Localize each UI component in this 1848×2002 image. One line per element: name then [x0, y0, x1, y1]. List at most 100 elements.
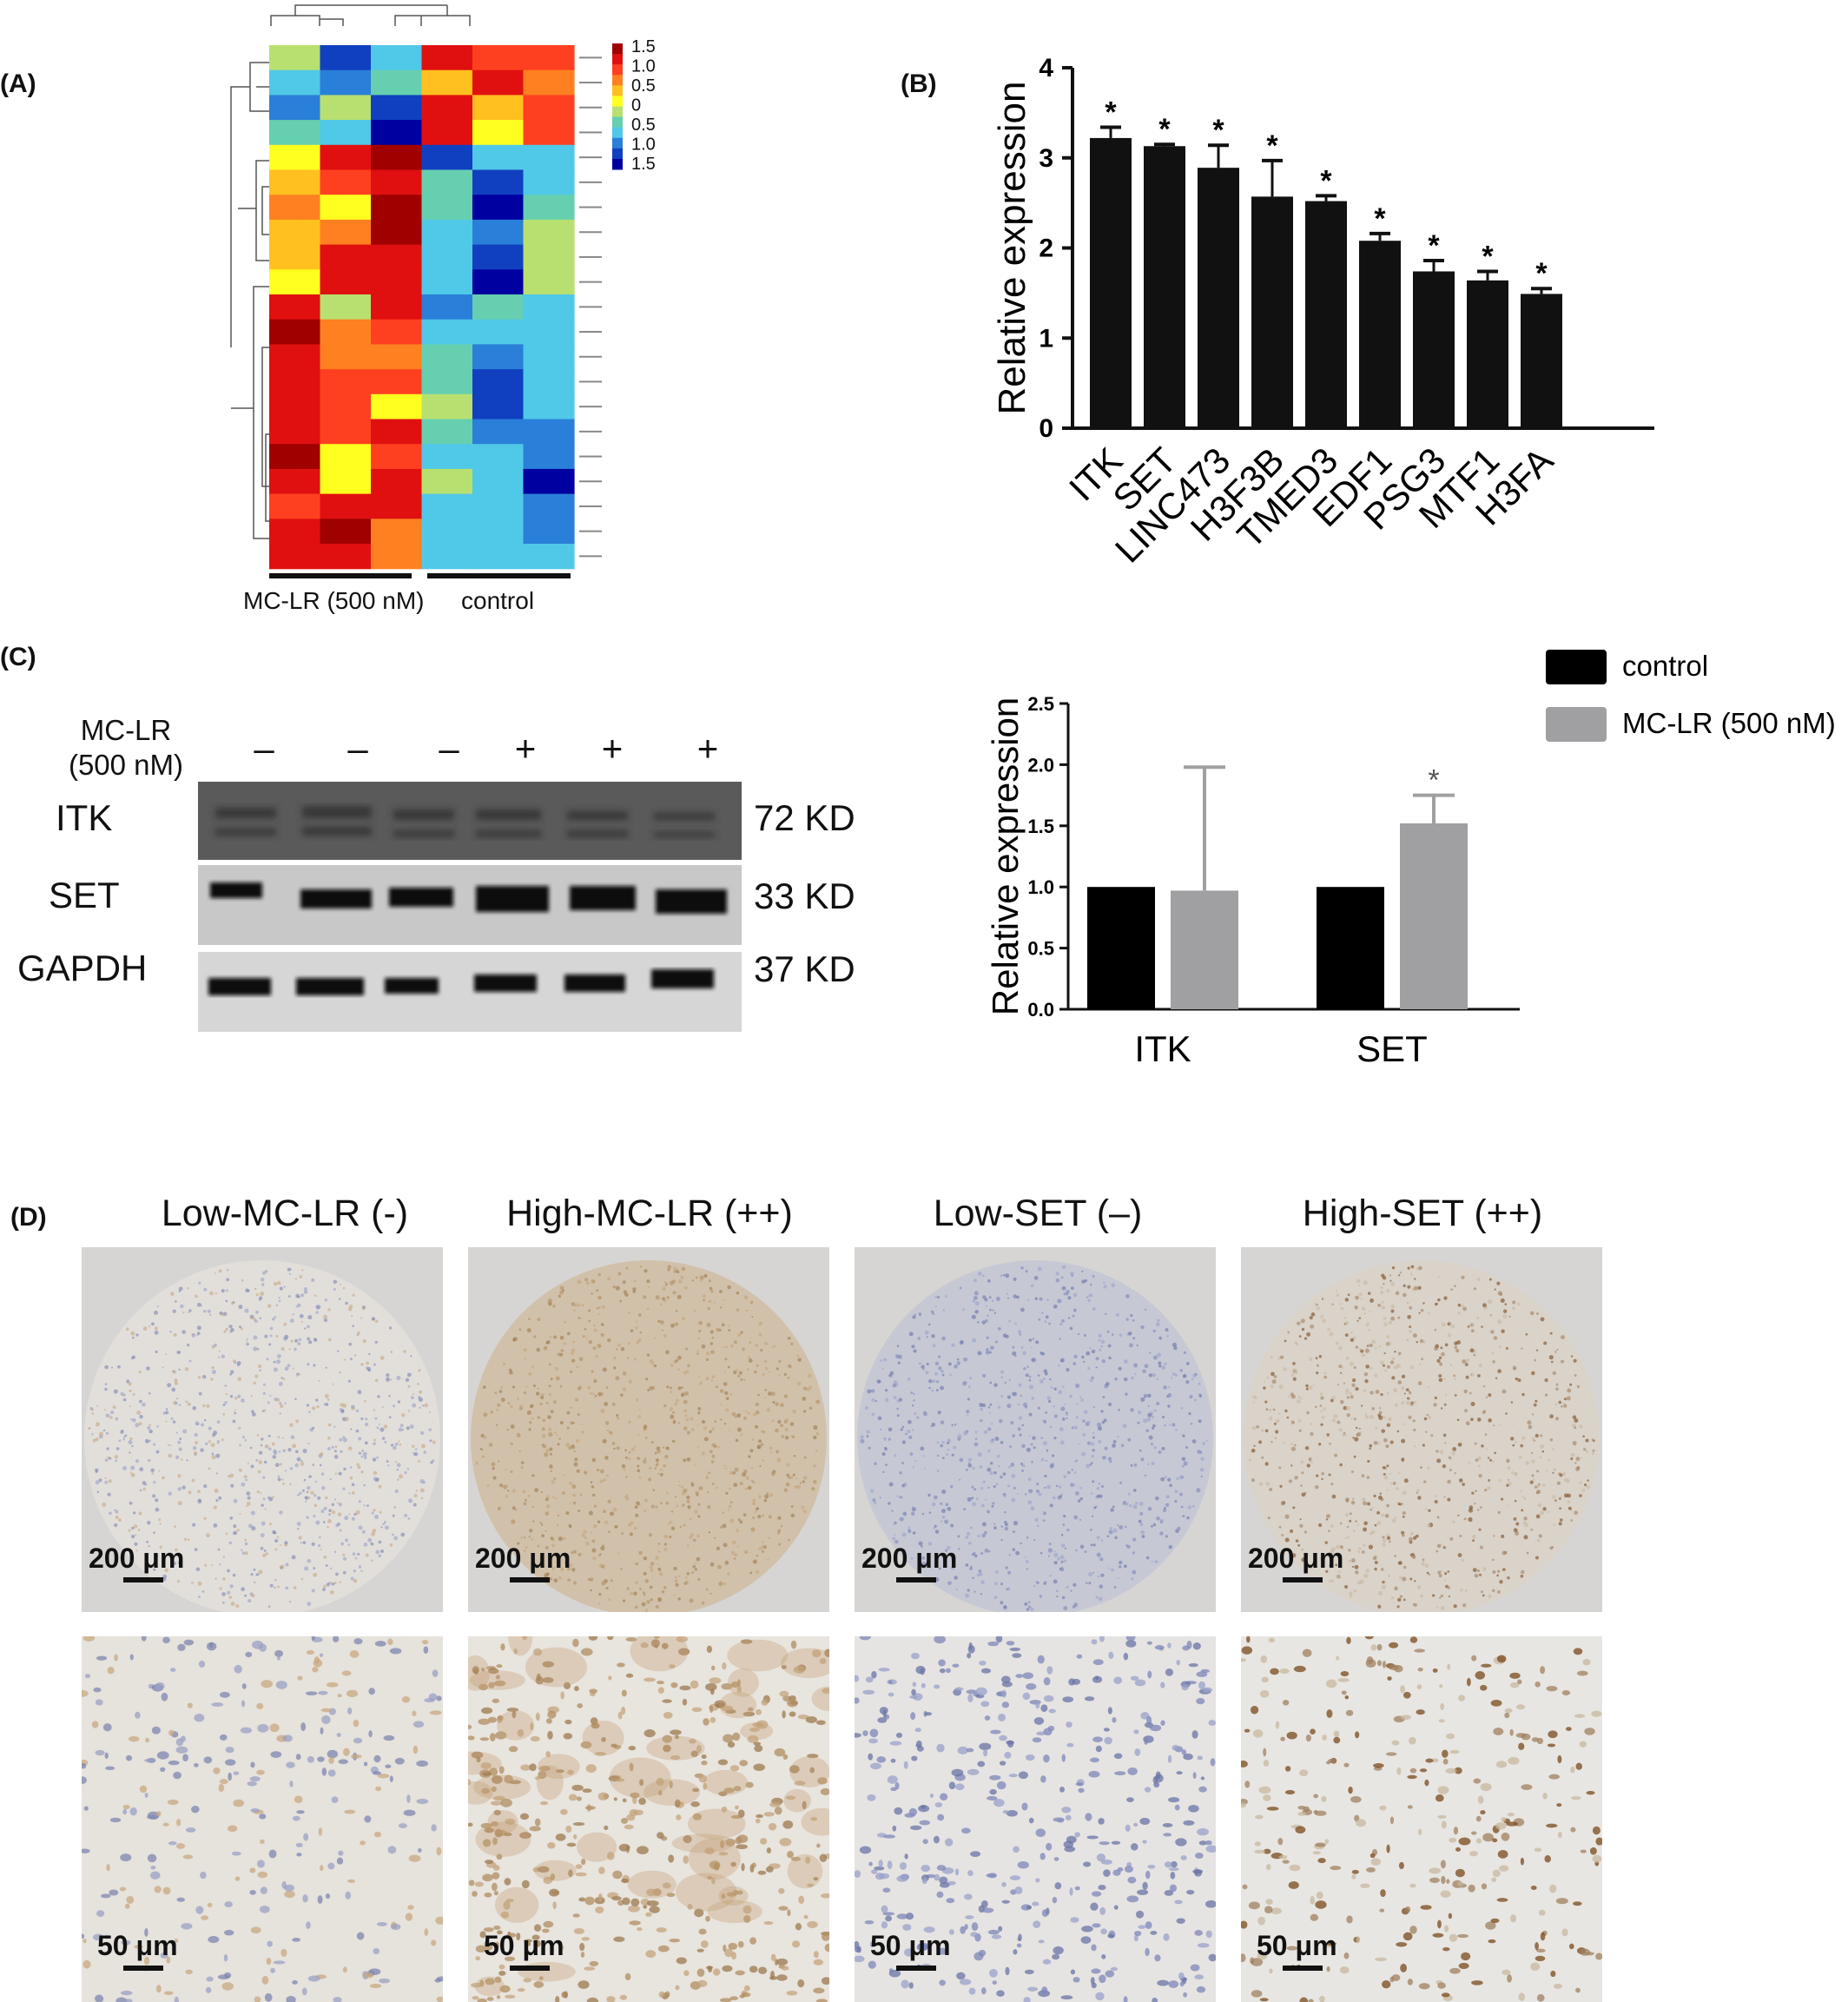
- heatmap-cell: [371, 419, 423, 445]
- heatmap-row-label: [579, 406, 602, 408]
- heatmap-cell: [523, 244, 575, 270]
- heatmap-row-label: [579, 430, 602, 433]
- heatmap-cell: [523, 319, 575, 345]
- heatmap-cell: [421, 144, 473, 171]
- blot-sign: +: [601, 728, 624, 769]
- heatmap-cell: [320, 219, 372, 246]
- scale-tick-label: 0: [631, 96, 641, 116]
- heatmap-cell: [320, 369, 372, 395]
- heatmap-cell: [523, 444, 575, 470]
- heatmap-cell: [371, 294, 423, 320]
- panel-label-c: (C): [0, 643, 36, 671]
- heatmap-cell: [371, 493, 423, 519]
- heatmap-cell: [523, 294, 575, 320]
- heatmap-cell: [320, 120, 372, 146]
- scale-swatch: [612, 158, 623, 170]
- heatmap-cell: [269, 69, 321, 96]
- significance-star: *: [1158, 113, 1171, 146]
- y-tick-label: 2.0: [1027, 754, 1054, 776]
- bar: [1317, 887, 1384, 1009]
- scale-bar: [510, 1966, 550, 1971]
- heatmap-cell: [421, 344, 473, 370]
- heatmap-row-label: [579, 530, 602, 532]
- heatmap-cell: [269, 95, 321, 121]
- panel-label-b: (B): [901, 69, 937, 98]
- heatmap-cell: [421, 544, 473, 570]
- bar: [1400, 823, 1468, 1009]
- panel-label-a: (A): [0, 69, 36, 98]
- tissue-detail-1: 50 μm: [82, 1636, 443, 2002]
- scale-swatch: [612, 43, 623, 55]
- scale-tick-label: 1.5: [631, 155, 656, 174]
- heatmap-cell: [269, 319, 321, 345]
- heatmap-cell: [371, 319, 423, 345]
- heatmap-row-label: [579, 281, 602, 283]
- blot-kd-set: 33 KD: [754, 875, 855, 916]
- heatmap-cells: [269, 45, 575, 570]
- heatmap-cell: [421, 393, 473, 420]
- heatmap-row-label: [579, 82, 602, 84]
- y-tick-label: 4: [1039, 54, 1053, 83]
- heatmap-cell: [421, 468, 473, 495]
- heatmap-cell: [320, 144, 372, 171]
- heatmap-row-label: [579, 306, 602, 308]
- heatmap-cell: [421, 269, 473, 295]
- tissue-overview-4: 200 μm: [1241, 1247, 1602, 1612]
- tissue-overview-1: 200 μm: [82, 1247, 443, 1612]
- heatmap-cell: [421, 120, 473, 146]
- heatmap-cell: [421, 294, 473, 320]
- heatmap-cell: [371, 195, 423, 221]
- blot-kd-gapdh: 37 KD: [754, 948, 855, 989]
- heatmap-cell: [269, 269, 321, 295]
- heatmap-figure: 1.51.00.500.51.01.5: [230, 4, 656, 578]
- heatmap-row-label: [579, 331, 602, 334]
- heatmap-cell: [371, 344, 423, 370]
- scale-bar: [896, 1966, 936, 1971]
- heatmap-cell: [421, 45, 473, 71]
- heatmap-cell: [320, 45, 372, 71]
- x-tick-label: SET: [1356, 1028, 1428, 1069]
- blot-sign: –: [254, 728, 274, 769]
- heatmap-cell: [269, 219, 321, 246]
- heatmap-cell: [421, 195, 473, 221]
- significance-star: *: [1535, 257, 1548, 290]
- heatmap-row-label: [579, 181, 602, 183]
- heatmap-cell: [269, 444, 321, 470]
- heatmap-cell: [421, 69, 473, 96]
- scale-swatch: [612, 64, 623, 76]
- heatmap-cell: [269, 468, 321, 495]
- scale-swatch: [612, 116, 623, 129]
- heatmap-cell: [523, 369, 575, 395]
- scale-bar: [123, 1577, 163, 1582]
- legend-swatch: [1546, 650, 1607, 684]
- scale-swatch: [612, 137, 623, 149]
- scale-swatch: [612, 106, 623, 118]
- heatmap-cell: [523, 45, 575, 71]
- heatmap-cell: [421, 519, 473, 545]
- bar: [1144, 146, 1185, 428]
- heatmap-cell: [472, 45, 525, 71]
- y-tick-label: 0: [1039, 414, 1053, 443]
- significance-star: *: [1266, 129, 1278, 162]
- bar: [1359, 241, 1401, 428]
- heatmap-cell: [269, 45, 321, 71]
- heatmap-cell: [269, 294, 321, 320]
- bar: [1413, 271, 1455, 428]
- row-dendrogram: [230, 62, 269, 539]
- heatmap-cell: [472, 169, 525, 195]
- heatmap-cell: [320, 294, 372, 320]
- scale-label-200: 200 μm: [475, 1543, 571, 1574]
- heatmap-cell: [320, 269, 372, 295]
- scale-tick-label: 1.5: [631, 37, 656, 56]
- x-tick-label: ITK: [1134, 1028, 1191, 1069]
- heatmap-cell: [472, 493, 525, 519]
- heatmap-row-label: [579, 156, 602, 159]
- blot-label-itk: ITK: [56, 797, 113, 838]
- heatmap-cell: [269, 169, 321, 195]
- heatmap-cell: [269, 144, 321, 171]
- significance-star: *: [1374, 202, 1386, 235]
- heatmap-cell: [269, 419, 321, 445]
- heatmap-cell: [523, 120, 575, 146]
- heatmap-cell: [421, 319, 473, 345]
